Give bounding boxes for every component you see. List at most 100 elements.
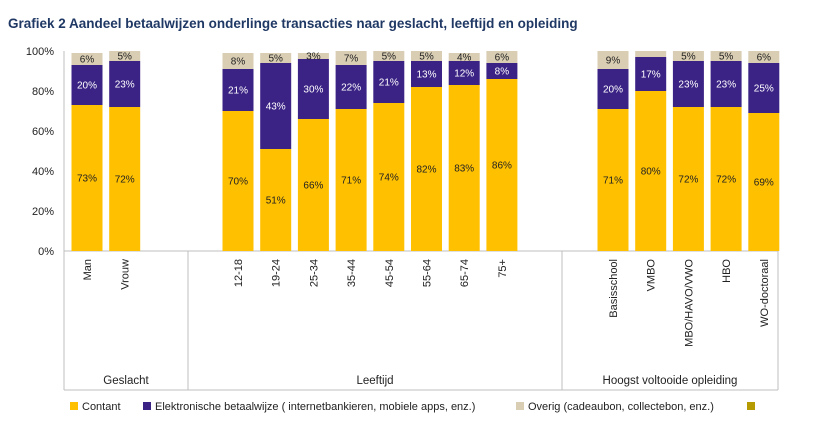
bar-segment	[448, 53, 480, 61]
data-label: 5%	[719, 52, 734, 63]
category-label: Basisschool	[608, 259, 620, 318]
data-label: 21%	[228, 86, 248, 97]
bar-segment	[411, 87, 442, 251]
bar-segment	[597, 109, 629, 251]
bar-segment	[748, 63, 780, 113]
data-label: 71%	[341, 176, 361, 187]
data-label: 23%	[716, 80, 736, 91]
data-label: 70%	[228, 177, 248, 188]
bar-segment	[297, 119, 329, 251]
category-label: VMBO	[646, 259, 658, 292]
bar-segment	[222, 69, 254, 111]
data-label: 73%	[77, 174, 97, 185]
group-label: Hoogst voltooide opleiding	[603, 375, 738, 387]
data-label: 5%	[117, 52, 132, 63]
bar-segment	[672, 51, 704, 61]
legend-swatch	[747, 402, 755, 410]
bar-segment	[710, 61, 742, 107]
data-label: 25%	[754, 84, 774, 95]
category-label: MBO/HAVO/VWO	[683, 259, 695, 347]
legend-label: Contant	[82, 401, 121, 413]
category-label: 65-74	[459, 259, 471, 287]
bar-segment	[597, 69, 629, 109]
data-label: 71%	[603, 176, 623, 187]
bar-segment	[222, 53, 254, 69]
bar-segment	[411, 51, 442, 61]
bar-segment	[748, 113, 780, 251]
bar-segment	[260, 149, 292, 251]
y-tick-label: 60%	[32, 126, 54, 138]
data-label: 6%	[80, 55, 95, 66]
bar-segment	[335, 65, 367, 109]
category-label: 45-54	[384, 259, 396, 287]
category-label: 35-44	[346, 259, 358, 287]
data-label: 74%	[379, 173, 399, 184]
category-label: Vrouw	[120, 259, 132, 290]
bar-segment	[748, 51, 780, 63]
legend-label: Overig (cadeaubon, collectebon, enz.)	[528, 401, 714, 413]
category-label: 12-18	[233, 259, 245, 287]
legend-label: Elektronische betaalwijze ( internetbank…	[155, 401, 475, 413]
data-label: 43%	[266, 102, 286, 113]
data-label: 21%	[379, 78, 399, 89]
bar-segment	[260, 63, 292, 149]
category-label: 55-64	[422, 259, 434, 287]
bar-segment	[635, 57, 667, 91]
data-label: 6%	[757, 53, 772, 64]
category-label: WO-doctoraal	[759, 259, 771, 327]
bar-segment	[672, 107, 704, 251]
y-tick-label: 40%	[32, 166, 54, 178]
data-label: 22%	[341, 83, 361, 94]
data-label: 3%	[306, 52, 321, 63]
y-tick-label: 20%	[32, 206, 54, 218]
bar-segment	[71, 65, 103, 105]
y-tick-label: 0%	[38, 246, 54, 258]
bar-segment	[109, 61, 141, 107]
legend-swatch	[143, 402, 151, 410]
data-label: 23%	[115, 80, 135, 91]
data-label: 51%	[266, 196, 286, 207]
data-label: 23%	[678, 80, 698, 91]
legend-swatch	[516, 402, 524, 410]
data-label: 80%	[641, 167, 661, 178]
bar-segment	[486, 79, 518, 251]
data-label: 82%	[416, 165, 436, 176]
data-label: 8%	[231, 57, 246, 68]
data-label: 66%	[303, 181, 323, 192]
data-label: 17%	[641, 70, 661, 81]
bar-segment	[335, 51, 367, 65]
data-label: 5%	[681, 52, 696, 63]
bar-segment	[297, 53, 329, 59]
bar-segment	[597, 51, 629, 69]
bar-segment	[373, 61, 405, 103]
data-label: 9%	[606, 56, 621, 67]
bar-segment	[109, 51, 141, 61]
data-label: 72%	[115, 175, 135, 186]
bar-segment	[71, 105, 103, 251]
category-label: 75+	[497, 259, 509, 278]
category-label: Man	[82, 259, 94, 280]
bar-segment	[710, 107, 742, 251]
data-label: 8%	[495, 67, 510, 78]
y-tick-label: 80%	[32, 86, 54, 98]
data-label: 72%	[716, 175, 736, 186]
bar-segment	[448, 61, 480, 85]
category-label: 19-24	[271, 259, 283, 287]
group-label: Leeftijd	[356, 375, 393, 387]
bar-segment	[411, 61, 442, 87]
data-label: 20%	[603, 85, 623, 96]
data-label: 20%	[77, 81, 97, 92]
bar-segment	[486, 51, 518, 63]
data-label: 30%	[303, 85, 323, 96]
legend-swatch	[70, 402, 78, 410]
bar-segment	[448, 85, 480, 251]
data-label: 69%	[754, 178, 774, 189]
group-label: Geslacht	[103, 375, 149, 387]
data-label: 72%	[678, 175, 698, 186]
bar-segment	[486, 63, 518, 79]
bar-segment	[373, 103, 405, 251]
chart-title: Grafiek 2 Aandeel betaalwijzen onderling…	[8, 16, 578, 31]
bar-segment	[222, 111, 254, 251]
bar-segment	[335, 109, 367, 251]
